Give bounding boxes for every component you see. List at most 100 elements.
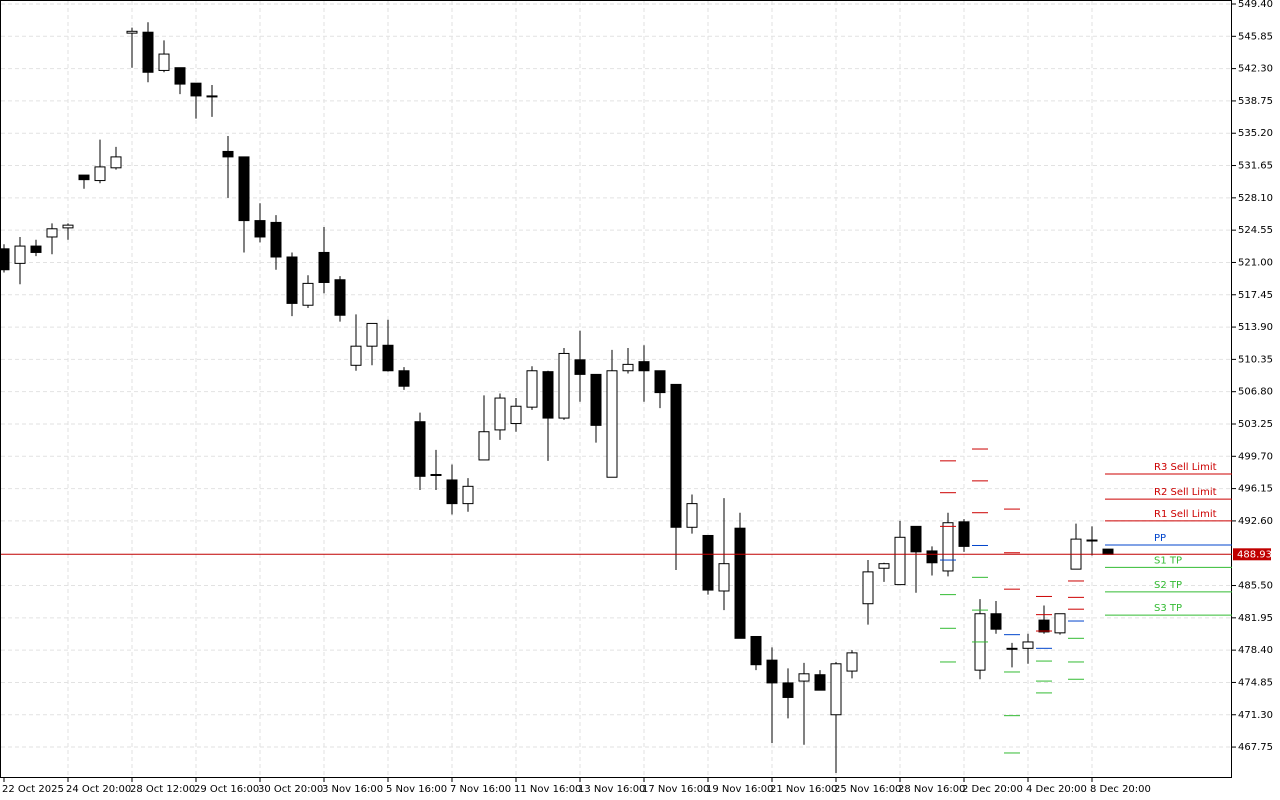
candle-body bbox=[782, 682, 794, 698]
y-tick-label: 528.10 bbox=[1238, 193, 1273, 204]
y-tick-label: 513.90 bbox=[1238, 322, 1273, 333]
candle-body bbox=[238, 156, 250, 222]
candle-body bbox=[206, 95, 218, 98]
candle-body bbox=[910, 525, 922, 553]
x-tick-label: 8 Dec 20:00 bbox=[1090, 784, 1151, 795]
candle-body bbox=[1022, 641, 1034, 649]
y-tick-label: 542.30 bbox=[1238, 64, 1273, 75]
candle-body bbox=[878, 563, 890, 569]
candle-body bbox=[670, 383, 682, 528]
candle-body bbox=[942, 522, 954, 572]
candle-body bbox=[526, 370, 538, 408]
x-tick-label: 29 Oct 16:00 bbox=[194, 784, 259, 795]
y-tick-label: 474.85 bbox=[1238, 677, 1273, 688]
candle-body bbox=[1038, 619, 1050, 633]
price-tag-label: 488.93 bbox=[1237, 549, 1272, 560]
candle-body bbox=[318, 251, 330, 283]
x-tick-label: 13 Nov 16:00 bbox=[578, 784, 645, 795]
candle-body bbox=[142, 31, 154, 73]
candle-body bbox=[766, 659, 778, 684]
y-tick-label: 485.50 bbox=[1238, 581, 1273, 592]
candle-body bbox=[302, 282, 314, 306]
x-tick-label: 7 Nov 16:00 bbox=[450, 784, 511, 795]
candle-body bbox=[510, 405, 522, 425]
candle-body bbox=[190, 82, 202, 97]
x-tick-label: 30 Oct 20:00 bbox=[258, 784, 323, 795]
y-tick-label: 503.25 bbox=[1238, 419, 1273, 430]
candle-body bbox=[398, 370, 410, 387]
level-label: S1 TP bbox=[1154, 555, 1182, 566]
candle-body bbox=[478, 431, 490, 461]
candle-body bbox=[158, 53, 170, 71]
y-tick-label: 521.00 bbox=[1238, 257, 1273, 268]
candle-body bbox=[126, 30, 138, 34]
candle-body bbox=[718, 563, 730, 592]
x-tick-label: 28 Oct 12:00 bbox=[130, 784, 195, 795]
level-label: S2 TP bbox=[1154, 580, 1182, 591]
candle-body bbox=[622, 363, 634, 372]
candle-body bbox=[14, 245, 26, 264]
candle-body bbox=[350, 345, 362, 366]
x-tick-label: 22 Oct 2025 bbox=[2, 784, 64, 795]
candle-body bbox=[558, 352, 570, 419]
y-tick-label: 517.45 bbox=[1238, 290, 1273, 301]
y-tick-label: 481.95 bbox=[1238, 613, 1273, 624]
y-tick-label: 496.15 bbox=[1238, 484, 1273, 495]
candle-body bbox=[1054, 613, 1066, 634]
level-label: R3 Sell Limit bbox=[1154, 462, 1217, 473]
candle-body bbox=[830, 663, 842, 716]
y-tick-label: 506.80 bbox=[1238, 387, 1273, 398]
x-tick-label: 24 Oct 20:00 bbox=[66, 784, 131, 795]
candle-body bbox=[0, 248, 10, 271]
candle-body bbox=[542, 371, 554, 419]
candle-body bbox=[990, 613, 1002, 630]
candle-body bbox=[1102, 548, 1114, 555]
candle-body bbox=[494, 397, 506, 431]
y-tick-label: 478.40 bbox=[1238, 645, 1273, 656]
candle-body bbox=[574, 359, 586, 375]
y-tick-label: 467.75 bbox=[1238, 742, 1273, 753]
candle-body bbox=[286, 256, 298, 304]
y-tick-label: 531.65 bbox=[1238, 161, 1273, 172]
candle-body bbox=[654, 370, 666, 394]
y-tick-label: 549.40 bbox=[1238, 0, 1273, 10]
candle-body bbox=[94, 166, 106, 182]
candle-body bbox=[814, 674, 826, 691]
level-label: R2 Sell Limit bbox=[1154, 487, 1217, 498]
x-tick-label: 25 Nov 16:00 bbox=[834, 784, 901, 795]
x-tick-label: 19 Nov 16:00 bbox=[706, 784, 773, 795]
candle-body bbox=[62, 224, 74, 229]
x-tick-label: 2 Dec 20:00 bbox=[962, 784, 1023, 795]
candle-body bbox=[686, 503, 698, 528]
candle-body bbox=[30, 245, 42, 253]
candle-body bbox=[174, 67, 186, 85]
x-tick-label: 4 Dec 20:00 bbox=[1026, 784, 1087, 795]
candle-body bbox=[446, 479, 458, 505]
candle-body bbox=[1086, 539, 1098, 542]
y-tick-label: 492.60 bbox=[1238, 516, 1273, 527]
x-tick-label: 3 Nov 16:00 bbox=[322, 784, 383, 795]
y-tick-label: 545.85 bbox=[1238, 31, 1273, 42]
candle-body bbox=[750, 635, 762, 666]
level-label: R1 Sell Limit bbox=[1154, 509, 1217, 520]
price-tag bbox=[1233, 548, 1271, 561]
candle-body bbox=[366, 322, 378, 347]
candle-body bbox=[382, 344, 394, 372]
candle-body bbox=[734, 527, 746, 639]
x-tick-label: 17 Nov 16:00 bbox=[642, 784, 709, 795]
x-tick-label: 28 Nov 16:00 bbox=[898, 784, 965, 795]
candle-body bbox=[638, 361, 650, 372]
candle-body bbox=[862, 571, 874, 605]
y-tick-label: 524.55 bbox=[1238, 225, 1273, 236]
candle-body bbox=[270, 221, 282, 258]
candle-body bbox=[46, 228, 58, 238]
candle-body bbox=[958, 521, 970, 547]
level-label: PP bbox=[1154, 533, 1166, 544]
x-tick-label: 21 Nov 16:00 bbox=[770, 784, 837, 795]
candle-body bbox=[926, 550, 938, 564]
candle-body bbox=[110, 156, 122, 169]
candle-body bbox=[222, 150, 234, 158]
candle-body bbox=[606, 370, 618, 478]
candle-body bbox=[1006, 647, 1018, 650]
candle-body bbox=[414, 421, 426, 477]
